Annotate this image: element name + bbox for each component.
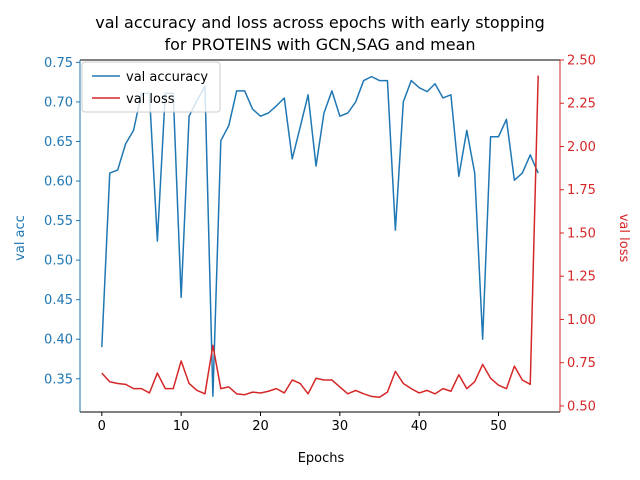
left-tick-label: 0.65	[44, 135, 73, 150]
left-tick-label: 0.60	[44, 175, 73, 190]
left-tick-label: 0.55	[44, 214, 73, 229]
x-axis-label: Epochs	[298, 451, 345, 466]
left-tick-label: 0.70	[44, 95, 73, 110]
series-line-val-loss	[101, 75, 539, 399]
legend-label-val-loss: val loss	[126, 92, 175, 107]
left-tick-label: 0.50	[44, 254, 73, 269]
right-tick-label: 1.00	[567, 313, 596, 328]
x-tick-label: 10	[173, 419, 190, 434]
legend-box	[81, 61, 221, 113]
chart-title-line-2: for PROTEINS with GCN,SAG and mean	[164, 35, 475, 54]
x-tick-label: 40	[411, 419, 428, 434]
right-axis-ticks: 0.50 0.75 1.00 1.25 1.50 1.75 2.00 2.25 2.50	[560, 54, 596, 414]
left-axis-ticks: 0.35 0.40 0.45 0.50 0.55 0.60 0.65 0.70 0.75	[44, 56, 80, 387]
x-tick-label: 30	[332, 419, 349, 434]
plot-frame	[79, 59, 561, 413]
right-tick-label: 1.75	[567, 183, 596, 198]
x-tick-label: 50	[490, 419, 507, 434]
right-tick-label: 2.50	[567, 54, 596, 69]
left-axis-label: val acc	[13, 215, 28, 261]
right-tick-label: 2.25	[567, 97, 596, 112]
right-tick-label: 1.25	[567, 270, 596, 285]
legend-label-val-accuracy: val accuracy	[126, 70, 208, 85]
right-tick-label: 0.50	[567, 399, 596, 414]
right-tick-label: 2.00	[567, 140, 596, 155]
left-tick-label: 0.35	[44, 372, 73, 387]
right-tick-label: 0.75	[567, 356, 596, 371]
left-tick-label: 0.45	[44, 293, 73, 308]
chart-title-line-1: val accuracy and loss across epochs with…	[95, 13, 545, 32]
series-line-val-accuracy	[101, 75, 539, 397]
right-axis-label: val loss	[616, 214, 631, 263]
left-tick-label: 0.40	[44, 333, 73, 348]
x-tick-label: 20	[252, 419, 269, 434]
left-tick-label: 0.75	[44, 56, 73, 71]
x-axis-ticks: 0 10 20 30 40 50	[98, 412, 507, 434]
right-tick-label: 1.50	[567, 226, 596, 241]
x-tick-label: 0	[98, 419, 106, 434]
plot-lines	[101, 75, 539, 399]
legend: val accuracy val loss	[81, 61, 221, 113]
